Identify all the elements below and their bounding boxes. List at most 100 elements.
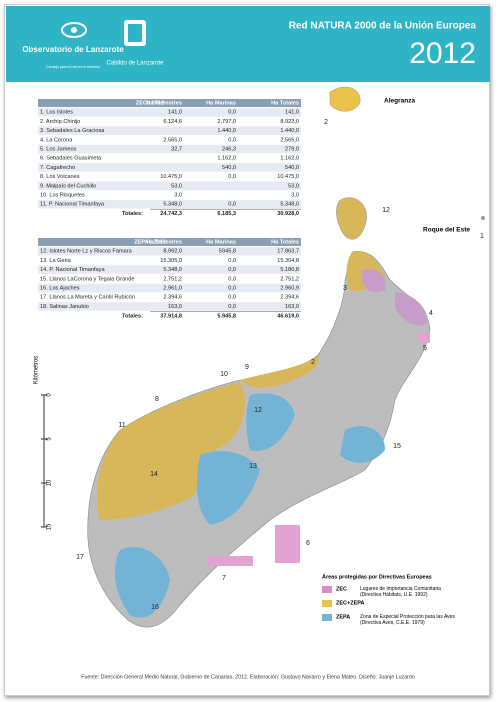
cell-value: 0,0 bbox=[228, 295, 236, 301]
cell-value: 279,0 bbox=[285, 146, 299, 152]
cell-value: 5.348,0 bbox=[280, 202, 299, 208]
cell-value: 2.565,0 bbox=[280, 137, 299, 143]
legend-swatch bbox=[322, 600, 332, 607]
legend-code: ZEC+ZEPA bbox=[336, 600, 365, 606]
row-name: 16. Los Ajaches bbox=[40, 285, 80, 291]
cell-value: 0,0 bbox=[228, 267, 236, 273]
total-value: 5.945,8 bbox=[217, 313, 236, 319]
row-name: 14. P. Nacional Timanfaya bbox=[40, 267, 105, 273]
total-value: 24.742,3 bbox=[160, 211, 182, 217]
cell-value: 540,0 bbox=[222, 165, 236, 171]
cell-value: 2.961,0 bbox=[163, 285, 182, 291]
zepa-geria bbox=[197, 450, 260, 525]
area-number: 5 bbox=[423, 345, 427, 352]
cabildo-name: Cabildo de Lanzarote bbox=[106, 61, 164, 67]
cell-value: 141,0 bbox=[168, 110, 182, 116]
logo-pupil bbox=[71, 27, 77, 33]
logo-eye bbox=[61, 22, 87, 38]
cabildo-shield-inner bbox=[128, 24, 142, 42]
zec-risquetes bbox=[240, 356, 319, 388]
cell-value: 53,0 bbox=[288, 183, 299, 189]
area-number: 9 bbox=[245, 364, 249, 371]
area-number: 12 bbox=[382, 207, 390, 214]
row-name: 9. Malpaís del Cuchillo bbox=[40, 183, 96, 189]
legend-text: Zona de Especial Protección para las Ave… bbox=[360, 614, 455, 626]
cell-value: 17.863,7 bbox=[277, 249, 299, 255]
area-number: 2 bbox=[311, 359, 315, 366]
table-row bbox=[38, 135, 301, 145]
row-name: 18. Salinas Janubio bbox=[40, 304, 89, 310]
zepa-corona bbox=[340, 426, 385, 464]
row-name: 17. Llanos La Mareta y Cantil Rubicón bbox=[40, 295, 135, 301]
row-name: 4. La Corona bbox=[40, 137, 73, 143]
cell-value: 0,0 bbox=[228, 202, 236, 208]
la-graciosa bbox=[336, 197, 367, 240]
cell-value: 141,0 bbox=[285, 110, 299, 116]
column-header: Ha Terrestres bbox=[146, 100, 182, 106]
table-row bbox=[38, 107, 301, 117]
column-header: Ha Terrestres bbox=[146, 239, 182, 245]
cell-value: 5.348,0 bbox=[163, 267, 182, 273]
row-name: 5. Los Jameos bbox=[40, 146, 77, 152]
cell-value: 15.305,0 bbox=[160, 258, 182, 264]
column-header: Ha Totales bbox=[271, 100, 299, 106]
total-value: 37.914,8 bbox=[160, 313, 182, 319]
row-name: 15. Llanos LaCorona y Tegala Grande bbox=[40, 276, 134, 282]
zec-jameos bbox=[395, 292, 428, 326]
logo-title: Observatorio de Lanzarote bbox=[22, 45, 124, 54]
totals-label: Totales: bbox=[122, 313, 143, 319]
cell-value: 163,0 bbox=[285, 304, 299, 310]
scale-tick-label: 0 bbox=[47, 393, 53, 397]
cell-value: 163,0 bbox=[168, 304, 182, 310]
table-row bbox=[38, 117, 301, 126]
cell-value: 10.475,0 bbox=[277, 174, 299, 180]
table-row bbox=[38, 265, 301, 274]
cell-value: 15.304,8 bbox=[277, 258, 299, 264]
legend-title: Áreas protegidas por Directivas Europeas bbox=[322, 573, 432, 580]
table-header-row bbox=[38, 99, 301, 107]
cell-value: 2.394,6 bbox=[280, 295, 299, 301]
row-name: 11. P. Nacional Timanfaya bbox=[40, 202, 105, 208]
cell-value: 6.124,6 bbox=[163, 119, 182, 125]
footer-source: Fuente: Dirección General Medio Natural,… bbox=[81, 674, 415, 680]
row-name: 2. Archip.Chinijo bbox=[40, 119, 80, 125]
table-row bbox=[38, 199, 301, 209]
column-header: Ha Marinas bbox=[206, 100, 236, 106]
cell-value: 1.440,0 bbox=[217, 128, 236, 134]
cell-value: 2.751,2 bbox=[163, 276, 182, 282]
table-row bbox=[38, 246, 301, 256]
cell-value: 2.751,2 bbox=[280, 276, 299, 282]
cell-value: 0,0 bbox=[228, 174, 236, 180]
cell-value: 1.162,0 bbox=[217, 156, 236, 162]
cell-value: 0,0 bbox=[228, 304, 236, 310]
roque-islet bbox=[481, 216, 485, 220]
logo-tagline: Consejo para el reto en el territorio bbox=[46, 65, 100, 69]
table-row bbox=[38, 292, 301, 302]
area-number: 1 bbox=[480, 233, 484, 240]
row-name: 3. Sebadales La Graciosa bbox=[40, 128, 105, 134]
cell-value: 2.960,9 bbox=[280, 285, 299, 291]
area-number: 4 bbox=[429, 310, 433, 317]
column-header: Ha Marinas bbox=[206, 239, 236, 245]
table-row bbox=[38, 283, 301, 293]
legend-box bbox=[318, 572, 466, 630]
header-year: 2012 bbox=[409, 37, 476, 70]
table-row bbox=[38, 163, 301, 172]
area-number: 8 bbox=[155, 396, 159, 403]
zec-corona bbox=[361, 269, 386, 293]
row-name: 10. Los Risquetes bbox=[40, 192, 85, 198]
table-row bbox=[38, 181, 301, 191]
row-name: 1. Los Islotes bbox=[40, 110, 73, 116]
area-number: 15 bbox=[393, 443, 401, 450]
table-row bbox=[38, 256, 301, 265]
cell-value: 3,0 bbox=[174, 192, 182, 198]
cell-value: 3,0 bbox=[291, 192, 299, 198]
table-row bbox=[38, 190, 301, 200]
table-row bbox=[38, 126, 301, 135]
table-row bbox=[38, 144, 301, 154]
cell-value: 0,0 bbox=[228, 137, 236, 143]
total-value: 46.619,0 bbox=[277, 313, 299, 319]
header-band bbox=[6, 6, 490, 82]
zec-jameos-marine bbox=[418, 333, 430, 343]
